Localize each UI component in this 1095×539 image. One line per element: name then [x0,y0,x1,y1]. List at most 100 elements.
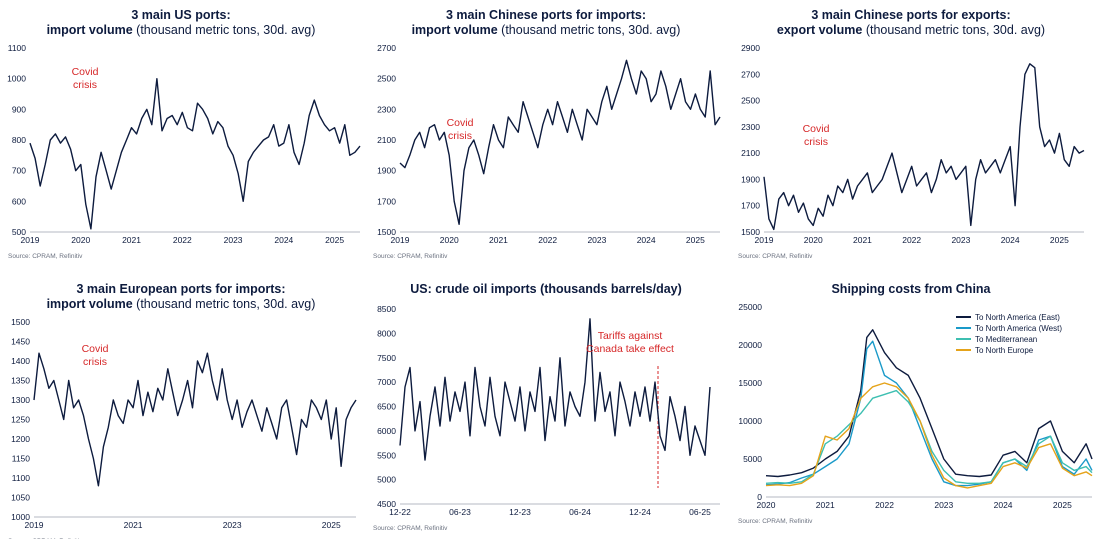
x-tick-label: 2025 [1050,235,1069,245]
chart-title-line1: US: crude oil imports (thousands barrels… [410,282,682,296]
y-tick-label: 1150 [12,454,31,464]
x-tick-label: 2022 [173,235,192,245]
series-line-3 [765,382,1093,489]
chart-source: Source: CPRAM, Refinitiv [373,525,448,532]
y-tick-label: 1900 [377,166,396,176]
series-line-2 [765,389,1093,484]
x-tick-label: 2019 [21,235,40,245]
chart-panel-p5: US: crude oil imports (thousands barrels… [365,282,727,539]
chart-annotation: Covid [82,343,109,355]
series-line-0 [399,318,711,461]
chart-annotation: Covid [447,117,474,129]
chart-annotation: crisis [83,356,107,368]
chart-title-line2-rest: (thousand metric tons, 30d. avg) [497,23,681,37]
x-tick-label: 2020 [440,235,459,245]
y-tick-label: 5000 [743,454,762,464]
x-tick-label: 2024 [1001,235,1020,245]
chart-annotation: crisis [804,136,828,148]
chart-title: US: crude oil imports (thousands barrels… [365,282,727,297]
chart-title-line1: Shipping costs from China [831,282,991,296]
y-tick-label: 2100 [377,135,396,145]
x-tick-label: 2025 [325,235,344,245]
chart-panel-p4: 3 main European ports for imports: import… [0,282,362,539]
x-tick-label: 2025 [322,520,341,530]
x-tick-label: 2022 [902,235,921,245]
chart-panel-p2: 3 main Chinese ports for imports: import … [365,0,727,260]
chart-title-line2-bold: import volume [46,297,133,311]
x-tick-label: 12-24 [629,507,651,517]
y-tick-label: 1700 [377,196,396,206]
x-tick-label: 2021 [489,235,508,245]
x-tick-label: 2021 [122,235,141,245]
chart-panel-p6: Shipping costs from China 0 5000 10000 15000… [730,282,1093,539]
y-tick-label: 1000 [7,74,26,84]
y-tick-label: 1100 [8,43,27,53]
chart-title-line2-bold: export volume [776,23,863,37]
x-tick-label: 2020 [804,235,823,245]
chart-title-line1: 3 main US ports: [131,8,231,22]
x-tick-label: 2023 [587,235,606,245]
x-tick-label: 12-23 [509,507,531,517]
chart-svg: 1000 1050 1100 1150 1200 1250 1300 1350 1400 1450… [8,317,357,539]
chart-annotation: Covid [72,66,99,78]
legend-label: To North America (East) [975,313,1060,322]
y-tick-label: 1050 [11,493,30,503]
series-line-0 [33,352,357,487]
y-tick-label: 1500 [741,227,760,237]
y-tick-label: 800 [12,135,26,145]
x-tick-label: 2024 [994,500,1013,510]
x-tick-label: 2023 [934,500,953,510]
chart-svg: 1500 1700 1900 2100 2300 2500 2700 2019 2020 2021… [373,43,721,260]
y-tick-label: 2300 [377,104,396,114]
chart-source: Source: CPRAM, Refinitiv [738,253,813,260]
x-tick-label: 2020 [757,500,776,510]
x-tick-label: 2019 [755,235,774,245]
chart-annotation: crisis [73,79,97,91]
chart-title: 3 main Chinese ports for exports: export … [730,8,1092,38]
x-tick-label: 06-24 [569,507,591,517]
x-tick-label: 06-25 [689,507,711,517]
chart-panel-p3: 3 main Chinese ports for exports: export … [730,0,1092,260]
x-tick-label: 2021 [124,520,143,530]
legend-label: To North Europe [975,346,1034,355]
y-tick-label: 8500 [377,304,396,314]
y-tick-label: 5000 [377,475,396,485]
chart-title-line2-rest: (thousand metric tons, 30d. avg) [132,297,316,311]
chart-source: Source: CPRAM, Refinitiv [373,253,448,260]
chart-source: Source: CPRAM, Refinitiv [738,518,813,525]
y-tick-label: 7500 [377,353,396,363]
x-tick-label: 2021 [816,500,835,510]
y-tick-label: 2500 [741,96,760,106]
y-tick-label: 0 [757,492,762,502]
series-line-0 [765,329,1093,478]
y-tick-label: 2700 [741,69,760,79]
y-tick-label: 5500 [377,450,396,460]
chart-annotation: crisis [448,130,472,142]
chart-title-line2-rest: (thousand metric tons, 30d. avg) [862,23,1046,37]
legend-label: To Mediterranean [975,335,1037,344]
y-tick-label: 2300 [741,122,760,132]
legend-label: To North America (West) [975,324,1062,333]
y-tick-label: 8000 [377,328,396,338]
chart-source: Source: CPRAM, Refinitiv [8,253,83,260]
y-tick-label: 25000 [738,302,762,312]
chart-annotation: Covid [803,123,830,135]
y-tick-label: 6500 [377,402,396,412]
x-tick-label: 06-23 [449,507,471,517]
y-tick-label: 4500 [377,499,396,509]
y-tick-label: 1900 [741,174,760,184]
x-tick-label: 2022 [875,500,894,510]
y-tick-label: 1100 [12,473,31,483]
x-tick-label: 2019 [25,520,44,530]
y-tick-label: 2700 [377,43,396,53]
y-tick-label: 1350 [11,376,30,386]
chart-title: 3 main Chinese ports for imports: import … [365,8,727,38]
y-tick-label: 1500 [377,227,396,237]
y-tick-label: 7000 [377,377,396,387]
x-tick-label: 12-22 [389,507,411,517]
x-tick-label: 2023 [223,520,242,530]
chart-svg: 4500 5000 5500 6000 6500 7000 7500 8000 8500 12-2… [373,304,720,532]
x-tick-label: 2022 [538,235,557,245]
x-tick-label: 2024 [637,235,656,245]
y-tick-label: 900 [12,104,26,114]
